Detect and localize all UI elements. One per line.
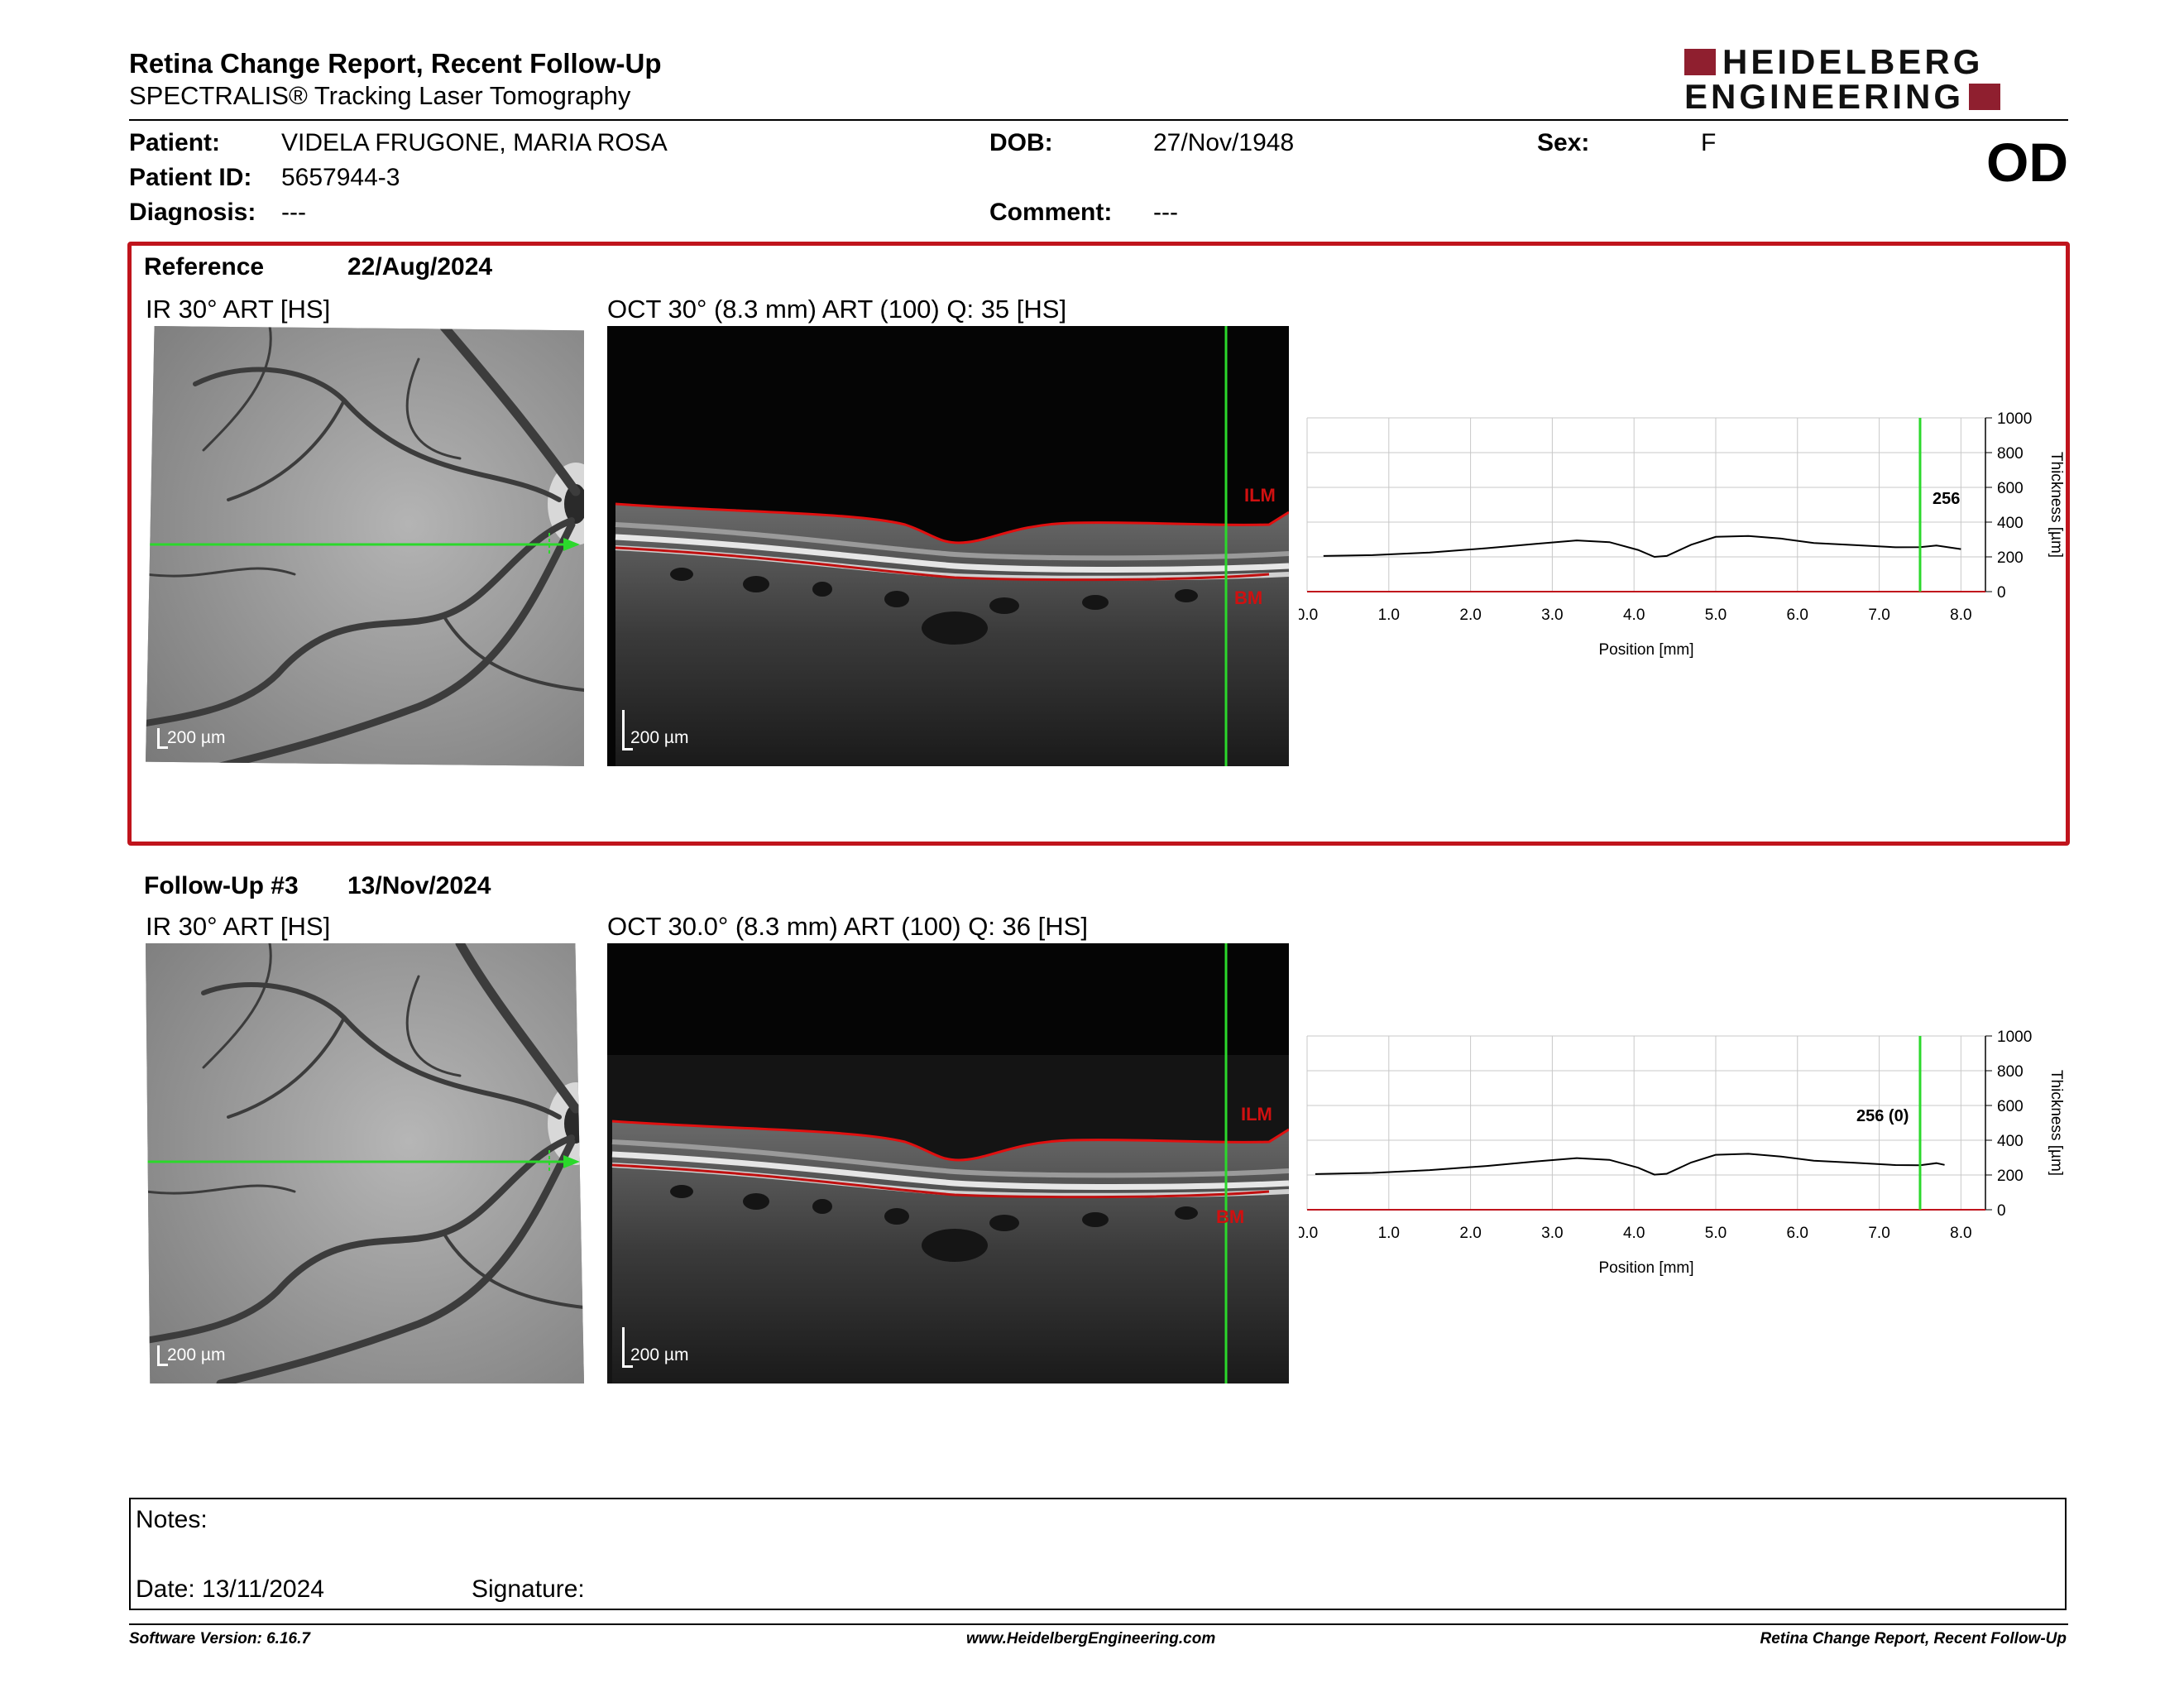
followup-oct-caption: OCT 30.0° (8.3 mm) ART (100) Q: 36 [HS] bbox=[607, 912, 1088, 941]
y-tick-label: 800 bbox=[1997, 445, 2024, 463]
x-tick-label: 1.0 bbox=[1378, 607, 1400, 624]
dob-label: DOB: bbox=[989, 129, 1053, 156]
y-tick-label: 200 bbox=[1997, 549, 2024, 567]
reference-label: Reference bbox=[144, 253, 265, 281]
y-tick-label: 400 bbox=[1997, 1133, 2024, 1150]
logo-line2: ENGINEERING bbox=[1684, 77, 1965, 116]
scale-bar-icon bbox=[622, 1327, 633, 1368]
fundus-vessels bbox=[146, 326, 584, 766]
notes-date: Date: 13/11/2024 bbox=[136, 1575, 324, 1603]
followup-ilm-label: ILM bbox=[1241, 1104, 1272, 1125]
eye-laterality: OD bbox=[1986, 132, 2068, 193]
heidelberg-logo: HEIDELBERG ENGINEERING bbox=[1684, 45, 2068, 114]
x-axis-label: Position [mm] bbox=[1598, 1259, 1693, 1277]
x-tick-label: 3.0 bbox=[1541, 607, 1563, 624]
reference-bm-label: BM bbox=[1234, 587, 1263, 608]
comment-value: --- bbox=[1153, 199, 1178, 226]
signature-label: Signature: bbox=[472, 1575, 585, 1603]
website: www.HeidelbergEngineering.com bbox=[966, 1630, 1216, 1647]
reference-oct-image[interactable] bbox=[607, 326, 1289, 766]
y-tick-label: 0 bbox=[1997, 584, 2006, 602]
patient-id: 5657944-3 bbox=[281, 164, 400, 191]
fundus-vessels bbox=[146, 943, 584, 1383]
reference-ir-image[interactable] bbox=[146, 326, 584, 766]
y-tick-label: 1000 bbox=[1997, 1029, 2032, 1046]
x-tick-label: 2.0 bbox=[1459, 607, 1481, 624]
x-tick-label: 2.0 bbox=[1459, 1225, 1481, 1242]
scale-bar-icon bbox=[157, 1345, 168, 1366]
followup-thickness-chart: 0 200 400 600 800 1000 0.0 1.0 2.0 3.0 4.0 5.0 6.0 7.… bbox=[1299, 1029, 2065, 1277]
x-tick-label: 0.0 bbox=[1299, 607, 1318, 624]
scale-bar-icon bbox=[622, 710, 633, 750]
reference-date: 22/Aug/2024 bbox=[347, 253, 493, 281]
software-version: Software Version: 6.16.7 bbox=[129, 1630, 310, 1647]
followup-oct-image[interactable] bbox=[607, 943, 1289, 1383]
oct-bscan bbox=[607, 326, 1289, 766]
y-tick-label: 1000 bbox=[1997, 410, 2032, 428]
reference-ir-caption: IR 30° ART [HS] bbox=[146, 295, 331, 324]
followup-ir-image[interactable] bbox=[146, 943, 584, 1383]
report-title: Retina Change Report, Recent Follow-Up bbox=[129, 48, 662, 79]
comment-label: Comment: bbox=[989, 199, 1113, 226]
patient-name: VIDELA FRUGONE, MARIA ROSA bbox=[281, 129, 668, 156]
x-tick-label: 6.0 bbox=[1787, 607, 1808, 624]
followup-label: Follow-Up #3 bbox=[144, 872, 299, 899]
followup-date: 13/Nov/2024 bbox=[347, 872, 491, 899]
y-tick-label: 600 bbox=[1997, 1098, 2024, 1115]
sex-value: F bbox=[1701, 129, 1717, 156]
reference-oct-scale: 200 µm bbox=[630, 728, 689, 747]
logo-square-icon bbox=[1969, 84, 2001, 110]
thickness-series-line bbox=[1315, 1153, 1945, 1176]
logo-line1: HEIDELBERG bbox=[1722, 42, 1984, 81]
x-tick-label: 5.0 bbox=[1705, 1225, 1727, 1242]
reference-oct-caption: OCT 30° (8.3 mm) ART (100) Q: 35 [HS] bbox=[607, 295, 1067, 324]
dob-value: 27/Nov/1948 bbox=[1153, 129, 1295, 156]
y-tick-label: 800 bbox=[1997, 1063, 2024, 1081]
reference-ilm-label: ILM bbox=[1244, 485, 1276, 506]
y-axis-label: Thickness [µm] bbox=[2048, 452, 2065, 558]
report-subtitle: SPECTRALIS® Tracking Laser Tomography bbox=[129, 81, 631, 110]
footer-divider bbox=[129, 1623, 2068, 1625]
reference-ir-scale: 200 µm bbox=[167, 728, 226, 747]
thickness-series-line bbox=[1323, 535, 1961, 559]
x-tick-label: 7.0 bbox=[1868, 1225, 1889, 1242]
x-tick-label: 7.0 bbox=[1868, 607, 1889, 624]
followup-ir-scale: 200 µm bbox=[167, 1345, 226, 1364]
x-tick-label: 4.0 bbox=[1623, 1225, 1645, 1242]
reference-marker-value: 256 bbox=[1933, 490, 1961, 508]
x-tick-label: 3.0 bbox=[1541, 1225, 1563, 1242]
reference-frame bbox=[127, 242, 2070, 846]
y-tick-label: 600 bbox=[1997, 480, 2024, 497]
y-tick-label: 200 bbox=[1997, 1168, 2024, 1185]
followup-marker-value: 256 (0) bbox=[1856, 1107, 1909, 1125]
x-tick-label: 1.0 bbox=[1378, 1225, 1400, 1242]
x-axis-label: Position [mm] bbox=[1598, 641, 1693, 659]
diagnosis-value: --- bbox=[281, 199, 306, 226]
reference-thickness-chart: 0 200 400 600 800 1000 0.0 1.0 2.0 3.0 4.0 5.0 6.0 7.… bbox=[1299, 410, 2065, 659]
notes-box[interactable] bbox=[129, 1498, 2067, 1610]
followup-oct-scale: 200 µm bbox=[630, 1345, 689, 1364]
footer-report-name: Retina Change Report, Recent Follow-Up bbox=[1760, 1630, 2067, 1647]
followup-bm-label: BM bbox=[1216, 1206, 1245, 1227]
notes-label: Notes: bbox=[136, 1506, 208, 1533]
header-divider bbox=[129, 119, 2068, 121]
x-tick-label: 0.0 bbox=[1299, 1225, 1318, 1242]
y-tick-label: 0 bbox=[1997, 1202, 2006, 1220]
logo-square-icon bbox=[1684, 49, 1716, 75]
x-tick-label: 5.0 bbox=[1705, 607, 1727, 624]
followup-ir-caption: IR 30° ART [HS] bbox=[146, 912, 331, 941]
oct-bscan bbox=[607, 943, 1289, 1383]
diagnosis-label: Diagnosis: bbox=[129, 199, 256, 226]
scale-bar-icon bbox=[157, 728, 168, 749]
y-axis-label: Thickness [µm] bbox=[2048, 1070, 2065, 1176]
x-tick-label: 6.0 bbox=[1787, 1225, 1808, 1242]
sex-label: Sex: bbox=[1537, 129, 1590, 156]
patient-label: Patient: bbox=[129, 129, 221, 156]
x-tick-label: 8.0 bbox=[1950, 607, 1971, 624]
x-tick-label: 8.0 bbox=[1950, 1225, 1971, 1242]
patient-id-label: Patient ID: bbox=[129, 164, 252, 191]
y-tick-label: 400 bbox=[1997, 515, 2024, 532]
x-tick-label: 4.0 bbox=[1623, 607, 1645, 624]
